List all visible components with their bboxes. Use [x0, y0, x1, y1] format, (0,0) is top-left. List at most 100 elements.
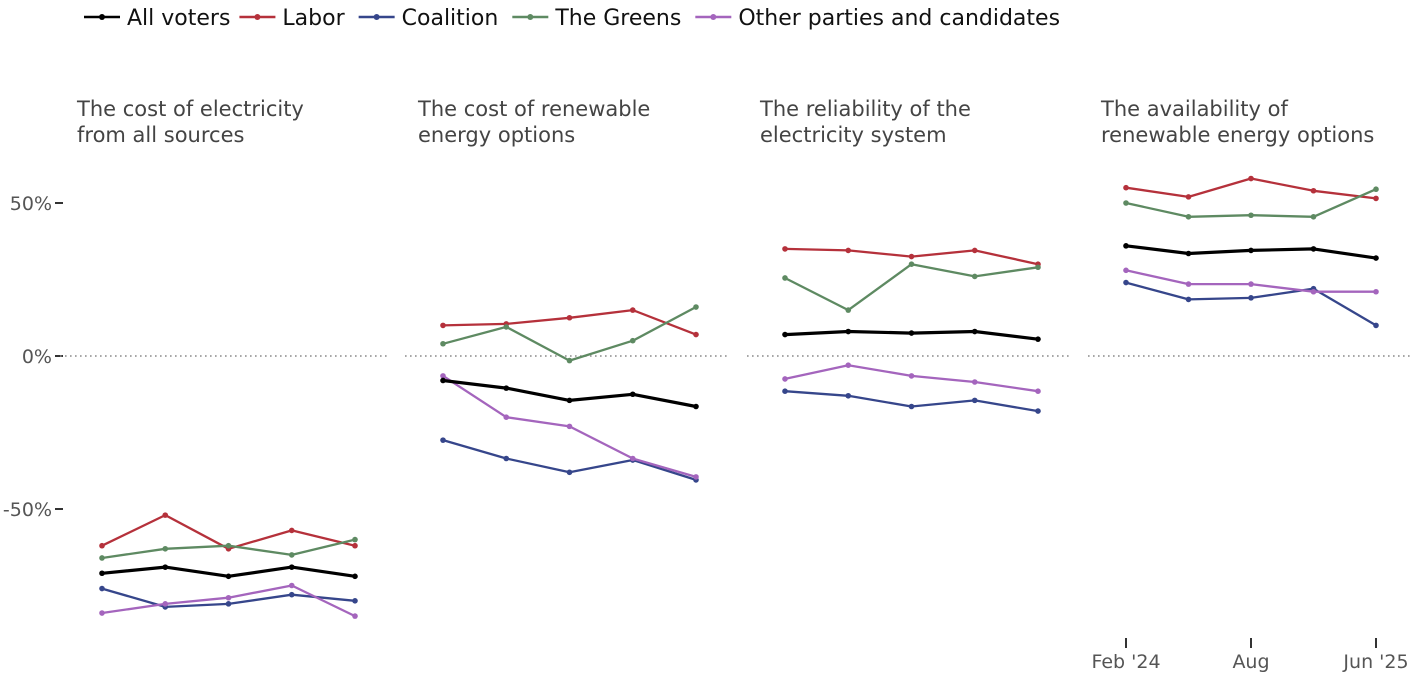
legend-swatch-dot: [527, 14, 534, 20]
x-axis: Feb '24 Aug Jun '25: [1091, 638, 1409, 673]
data-point: [1123, 243, 1129, 249]
data-point: [1248, 247, 1254, 254]
data-point: [1310, 187, 1317, 194]
data-point: [503, 414, 510, 421]
data-point: [693, 474, 699, 480]
data-point: [845, 392, 852, 399]
panel-title-line: The reliability of the: [759, 97, 971, 121]
data-point: [1035, 264, 1041, 271]
data-point: [629, 455, 636, 462]
series-coalition: [440, 437, 699, 483]
legend-swatch-dot: [710, 14, 717, 20]
series-labor: [782, 246, 1041, 268]
data-point: [1035, 408, 1041, 414]
data-point: [1248, 212, 1254, 219]
data-point: [629, 307, 636, 313]
series-other-parties-and-candidates: [99, 582, 358, 619]
data-point: [908, 373, 915, 379]
data-point: [1185, 213, 1192, 220]
data-point: [566, 423, 573, 430]
series-all-voters: [782, 328, 1041, 342]
legend-item-the-greens: The Greens: [512, 6, 681, 31]
series-other-parties-and-candidates: [440, 373, 699, 480]
series-line: [1124, 177, 1378, 200]
legend-label: All voters: [127, 6, 230, 31]
data-point: [1373, 288, 1379, 295]
panel-title-line: renewable energy options: [1101, 123, 1374, 147]
series-line: [783, 263, 1040, 312]
series-labor: [1123, 175, 1379, 202]
data-point: [99, 570, 105, 577]
series-line: [1124, 281, 1378, 327]
data-point: [1373, 322, 1379, 329]
legend-label: The Greens: [554, 6, 681, 31]
data-point: [440, 322, 446, 329]
data-point: [693, 331, 699, 338]
y-tick-label: 50%: [10, 193, 52, 215]
data-point: [1035, 388, 1041, 394]
series-line: [1124, 269, 1378, 293]
panel-title-line: electricity system: [760, 123, 947, 147]
series-the-greens: [1123, 186, 1379, 220]
data-point: [566, 357, 573, 364]
data-point: [1310, 213, 1317, 220]
data-point: [225, 601, 232, 607]
data-point: [845, 328, 852, 335]
data-point: [288, 564, 295, 570]
series-labor: [440, 307, 699, 338]
data-point: [225, 542, 232, 549]
y-tick-label: 0%: [22, 346, 52, 368]
data-point: [908, 261, 915, 268]
legend-label: Other parties and candidates: [738, 6, 1060, 31]
data-point: [440, 437, 446, 443]
series-coalition: [782, 388, 1041, 414]
data-point: [1248, 295, 1254, 301]
series-other-parties-and-candidates: [782, 362, 1041, 394]
data-point: [288, 552, 295, 558]
x-tick-label: Feb '24: [1091, 651, 1160, 672]
series-the-greens: [440, 304, 699, 364]
panel-title-line: from all sources: [77, 123, 244, 147]
data-point: [99, 610, 105, 616]
legend-label: Labor: [282, 6, 345, 31]
data-point: [908, 330, 915, 336]
panel-title-line: energy options: [418, 123, 575, 147]
data-point: [503, 385, 510, 391]
data-point: [971, 397, 978, 404]
series-line: [100, 584, 357, 618]
series-the-greens: [782, 261, 1041, 313]
y-axis: 50% 0% -50%: [3, 193, 63, 521]
data-point: [162, 512, 169, 518]
data-point: [1123, 200, 1129, 206]
data-point: [225, 594, 232, 601]
data-point: [845, 247, 852, 254]
legend-item-other-parties-and-candidates: Other parties and candidates: [695, 6, 1060, 31]
x-tick-label: Jun '25: [1342, 651, 1408, 672]
panel-title-line: The availability of: [1100, 97, 1288, 121]
data-point: [99, 555, 105, 561]
series-all-voters: [1123, 243, 1379, 261]
data-point: [1185, 281, 1192, 287]
y-tick-label: -50%: [3, 499, 52, 521]
data-point: [1185, 296, 1192, 303]
series-other-parties-and-candidates: [1123, 267, 1379, 295]
legend: All voters Labor Coalition The Greens Other …: [84, 6, 1060, 31]
data-point: [566, 397, 573, 404]
data-point: [971, 247, 978, 254]
data-point: [782, 275, 788, 281]
data-point: [352, 542, 358, 549]
data-point: [845, 362, 852, 368]
data-point: [971, 379, 978, 385]
data-point: [1248, 175, 1254, 182]
data-point: [162, 601, 169, 607]
data-point: [352, 573, 358, 580]
data-point: [782, 376, 788, 382]
data-point: [1373, 255, 1379, 261]
series-all-voters: [440, 377, 699, 410]
legend-label: Coalition: [402, 6, 499, 31]
